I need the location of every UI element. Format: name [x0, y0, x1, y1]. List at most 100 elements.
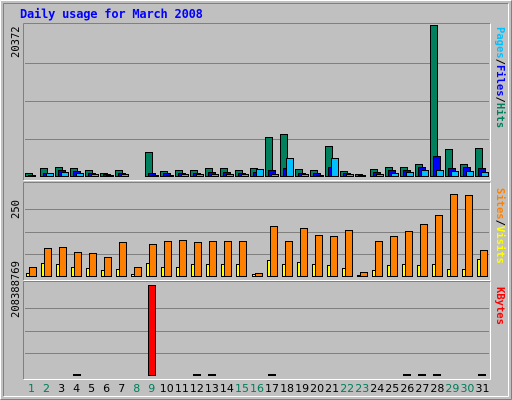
x-tick-label-26: 26	[400, 382, 414, 395]
panel-2-bar-sites-day-15	[239, 241, 247, 277]
panel-1-bar-pages-day-29	[451, 171, 459, 177]
panel-1-bar-pages-day-6	[106, 175, 114, 177]
panel-1-bar-pages-day-30	[466, 171, 474, 177]
panel-1-bar-pages-day-2	[46, 173, 54, 177]
graph-title: Daily usage for March 2008	[20, 7, 203, 21]
panel-1-bar-pages-day-22	[346, 174, 354, 177]
x-tick-label-21: 21	[325, 382, 339, 395]
panel-2-bar-sites-day-14	[224, 241, 232, 277]
panel-3-bar-kbytes-day-27	[418, 374, 426, 376]
panel-2-bar-sites-day-12	[194, 242, 202, 277]
panel-1-bar-pages-day-31	[481, 172, 489, 177]
x-tick-label-24: 24	[370, 382, 384, 395]
panel-1-bar-pages-day-17	[271, 174, 279, 177]
panel-1-label-pages: Pages	[494, 27, 506, 59]
panel-2-bar-sites-day-25	[390, 236, 398, 277]
panel-1-bar-pages-day-3	[61, 172, 69, 177]
panel-1-label-hits: Hits	[494, 102, 506, 129]
x-tick-label-4: 4	[73, 382, 80, 395]
x-tick-label-27: 27	[415, 382, 429, 395]
panel-2-bar-sites-day-6	[104, 257, 112, 277]
panel-2-bar-sites-day-23	[360, 272, 368, 277]
panel-3-bar-kbytes-day-12	[193, 374, 201, 376]
panel-2-bar-sites-day-8	[134, 267, 142, 277]
panel-1-bar-files-day-23	[358, 175, 366, 177]
panel-1-bar-pages-day-14	[226, 174, 234, 177]
x-tick-label-25: 25	[385, 382, 399, 395]
x-tick-label-16: 16	[250, 382, 264, 395]
panel-2-bar-sites-day-7	[119, 242, 127, 277]
panel-1-bar-pages-day-7	[121, 174, 129, 177]
panel-2-bar-sites-day-22	[345, 230, 353, 277]
panel-1-bar-files-day-1	[28, 175, 36, 177]
x-tick-label-6: 6	[103, 382, 110, 395]
x-tick-label-13: 13	[205, 382, 219, 395]
panel-1-label-files: Files	[494, 64, 506, 97]
panel-1-bar-pages-day-27	[421, 170, 429, 177]
panel-2-label-sites: Sites	[494, 188, 506, 220]
panel-1-bar-pages-day-12	[196, 174, 204, 177]
x-tick-label-30: 30	[460, 382, 474, 395]
panel-3-label-kbytes: KBytes	[494, 287, 506, 325]
x-tick-label-5: 5	[88, 382, 95, 395]
panel-1-bar-hits-day-28	[430, 25, 438, 177]
x-tick-label-3: 3	[58, 382, 65, 395]
panel-1-bar-pages-day-24	[376, 174, 384, 177]
panel-3-bar-kbytes-day-26	[403, 374, 411, 376]
panel-1-bar-pages-day-9	[151, 175, 159, 177]
x-tick-label-1: 1	[28, 382, 35, 395]
panel-2-bar-sites-day-16	[255, 273, 263, 277]
panel-2-bar-sites-day-11	[179, 240, 187, 277]
panel-2-bar-sites-day-9	[149, 244, 157, 277]
panel-2-label-visits: Visits	[494, 225, 506, 264]
x-tick-label-8: 8	[133, 382, 140, 395]
x-tick-label-28: 28	[430, 382, 444, 395]
panel-2-bar-sites-day-18	[285, 241, 293, 277]
panel-1-bar-pages-day-4	[76, 173, 84, 177]
panel-1-ymax-label: 20372	[10, 26, 22, 58]
x-tick-label-29: 29	[445, 382, 459, 395]
panel-1-bar-pages-day-21	[331, 158, 339, 177]
x-tick-label-31: 31	[475, 382, 489, 395]
panel-1-bar-hits-day-9	[145, 152, 153, 177]
panel-1-bar-pages-day-26	[406, 172, 414, 177]
panel-1-bar-pages-day-10	[166, 175, 174, 177]
panel-2-bar-sites-day-17	[270, 226, 278, 277]
x-tick-label-23: 23	[355, 382, 369, 395]
panel-2-bar-sites-day-29	[450, 194, 458, 277]
x-tick-label-14: 14	[220, 382, 234, 395]
x-tick-label-2: 2	[43, 382, 50, 395]
panel-1-bar-pages-day-5	[91, 174, 99, 177]
panel-2-bar-sites-day-31	[480, 250, 488, 277]
panel-2-bar-sites-day-4	[74, 252, 82, 277]
x-tick-label-20: 20	[310, 382, 324, 395]
panel-1-bar-pages-day-28	[436, 170, 444, 177]
panel-2-bar-sites-day-1	[29, 267, 37, 277]
x-tick-label-11: 11	[175, 382, 189, 395]
panel-2-bar-sites-day-5	[89, 253, 97, 277]
panel-3-series-labels: KBytes	[494, 287, 506, 325]
panel-3-area	[24, 282, 490, 379]
panel-2-bar-sites-day-3	[59, 247, 67, 277]
panel-3-ymax-label: 208388769	[10, 261, 22, 318]
panel-1-bar-pages-day-13	[211, 174, 219, 177]
panel-2-bar-sites-day-13	[209, 241, 217, 277]
panel-2-bar-sites-day-28	[435, 215, 443, 277]
x-tick-label-12: 12	[190, 382, 204, 395]
panel-1-bar-pages-day-15	[241, 174, 249, 177]
panel-2-ymax-label: 250	[10, 200, 22, 219]
x-tick-label-19: 19	[295, 382, 309, 395]
panel-2-bar-sites-day-21	[330, 236, 338, 277]
x-tick-label-9: 9	[148, 382, 155, 395]
panel-3-bar-kbytes-day-17	[268, 374, 276, 376]
x-tick-label-22: 22	[340, 382, 354, 395]
panel-2-bar-sites-day-27	[420, 224, 428, 277]
panel-1-bar-pages-day-11	[181, 174, 189, 177]
x-tick-label-18: 18	[280, 382, 294, 395]
panel-1-bar-pages-day-25	[391, 173, 399, 177]
panel-2-bar-sites-day-30	[465, 195, 473, 277]
panel-2-bar-sites-day-24	[375, 241, 383, 277]
panel-1-bar-pages-day-19	[301, 174, 309, 177]
panel-2-bar-sites-day-2	[44, 248, 52, 277]
